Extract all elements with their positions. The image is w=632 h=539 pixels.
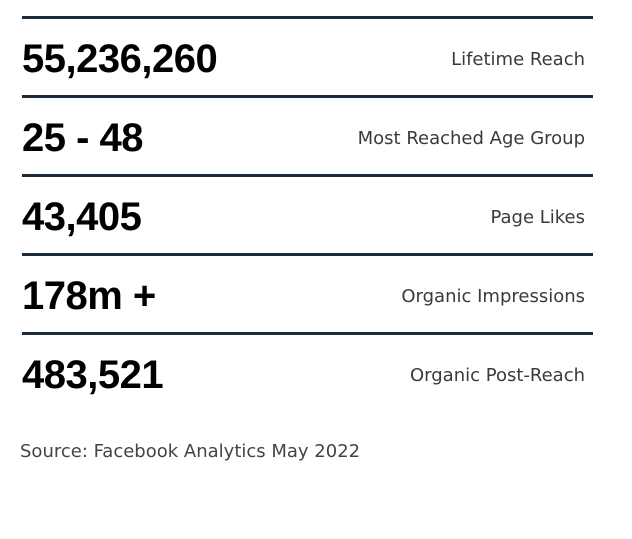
stats-list: 55,236,260 Lifetime Reach 25 - 48 Most R… — [22, 16, 593, 411]
stat-value: 483,521 — [22, 353, 164, 397]
stat-label: Most Reached Age Group — [357, 128, 585, 149]
stat-row-page-likes: 43,405 Page Likes — [22, 174, 593, 253]
stat-label: Lifetime Reach — [451, 49, 585, 70]
stat-row-lifetime-reach: 55,236,260 Lifetime Reach — [22, 16, 593, 95]
stat-row-organic-impressions: 178m + Organic Impressions — [22, 253, 593, 332]
stat-label: Page Likes — [490, 207, 585, 228]
source-note: Source: Facebook Analytics May 2022 — [20, 441, 361, 462]
stat-label: Organic Post-Reach — [410, 365, 585, 386]
stat-value: 55,236,260 — [22, 37, 218, 81]
stat-value: 43,405 — [22, 195, 142, 239]
stat-label: Organic Impressions — [401, 286, 585, 307]
stat-value: 25 - 48 — [22, 116, 144, 160]
stat-value: 178m + — [22, 274, 156, 318]
stat-row-age-group: 25 - 48 Most Reached Age Group — [22, 95, 593, 174]
stat-row-organic-post-reach: 483,521 Organic Post-Reach — [22, 332, 593, 411]
